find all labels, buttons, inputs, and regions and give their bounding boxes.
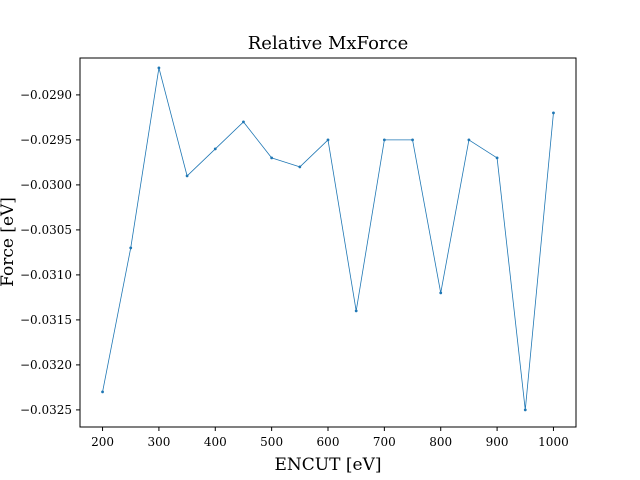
data-point bbox=[185, 174, 189, 178]
y-tick-label: −0.0315 bbox=[20, 313, 72, 327]
y-tick-label: −0.0320 bbox=[20, 358, 72, 372]
data-point bbox=[270, 156, 274, 160]
x-tick-label: 900 bbox=[486, 435, 509, 449]
y-tick-label: −0.0325 bbox=[20, 403, 72, 417]
data-point bbox=[129, 246, 133, 250]
data-point bbox=[411, 138, 414, 142]
data-point bbox=[467, 138, 471, 142]
plot-area: 200 300 400 500 600 700 800 900 1000 −0.0290−0.0… bbox=[20, 57, 577, 449]
data-point bbox=[326, 138, 330, 142]
y-axis: −0.0290 −0.0295 −0.0300 −0.0305 −0.0310 −0.03… bbox=[20, 88, 80, 417]
data-point bbox=[242, 120, 245, 124]
y-tick-label: −0.0295 bbox=[20, 133, 72, 147]
y-axis-label: Force [eV] bbox=[0, 197, 18, 287]
data-point bbox=[382, 138, 386, 142]
x-axis-label: ENCUT [eV] bbox=[275, 455, 382, 475]
x-tick-label: 800 bbox=[429, 435, 452, 449]
y-tick-label: −0.0305 bbox=[20, 223, 72, 237]
x-tick-label: 1000 bbox=[538, 435, 569, 449]
series-line bbox=[102, 67, 554, 411]
x-tick-label: 300 bbox=[147, 435, 170, 449]
x-tick-label: 500 bbox=[260, 435, 283, 449]
chart-title: Relative MxForce bbox=[248, 33, 409, 54]
x-tick-label: 700 bbox=[373, 435, 396, 449]
y-tick-label: −0.0290 bbox=[20, 88, 72, 102]
series-layer bbox=[101, 66, 555, 412]
data-point bbox=[552, 111, 555, 115]
x-tick-label: 200 bbox=[91, 435, 114, 449]
data-point bbox=[439, 291, 443, 295]
data-point bbox=[157, 66, 161, 70]
y-tick-label: −0.0310 bbox=[20, 268, 72, 282]
y-tick-label: −0.0300 bbox=[20, 178, 72, 192]
data-point bbox=[101, 390, 104, 394]
x-axis: 200 300 400 500 600 700 800 900 1000 bbox=[91, 427, 569, 449]
data-point bbox=[523, 408, 527, 412]
data-point bbox=[354, 309, 358, 313]
data-point bbox=[213, 147, 217, 151]
data-point bbox=[298, 165, 302, 169]
plot-frame bbox=[79, 57, 577, 428]
data-point bbox=[495, 156, 499, 160]
x-tick-label: 400 bbox=[204, 435, 227, 449]
x-tick-label: 600 bbox=[317, 435, 340, 449]
